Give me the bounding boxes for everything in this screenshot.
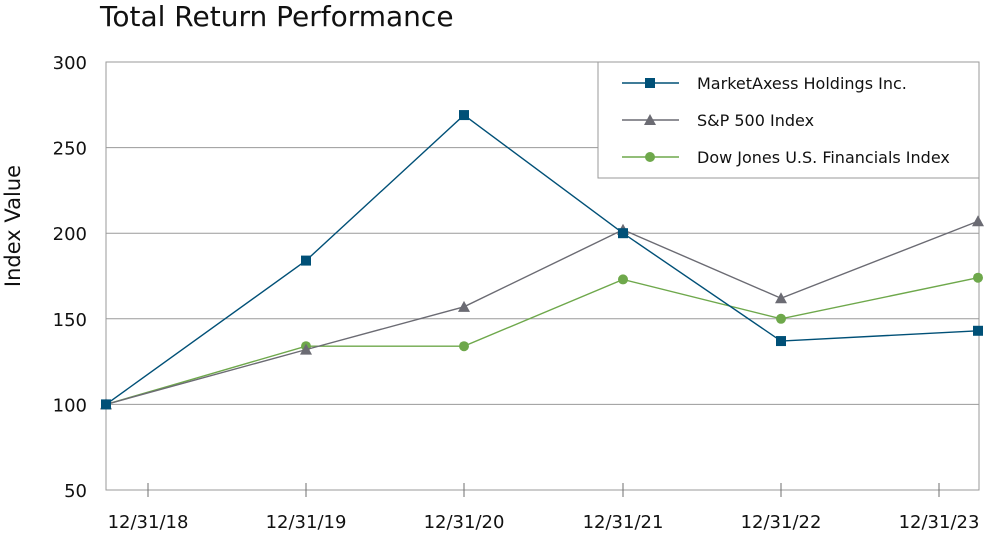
y-tick-label-150: 150 bbox=[53, 310, 87, 331]
legend-marker-1 bbox=[644, 114, 656, 125]
x-axis-tick-labels: 12/31/18 12/31/19 12/31/20 12/31/21 12/31/22… bbox=[108, 512, 980, 533]
series-1 bbox=[100, 215, 984, 410]
series-2-point-3 bbox=[618, 274, 628, 285]
series-2-point-2 bbox=[459, 341, 469, 352]
x-tick-label-1: 12/31/19 bbox=[266, 512, 347, 533]
legend-marker-0 bbox=[645, 78, 655, 88]
series-0-point-0 bbox=[101, 399, 111, 410]
legend-label-2: Dow Jones U.S. Financials Index bbox=[697, 148, 950, 167]
series-2 bbox=[101, 272, 983, 410]
legend-label-0: MarketAxess Holdings Inc. bbox=[697, 74, 907, 93]
x-tick-label-5: 12/31/23 bbox=[899, 512, 980, 533]
series-1-point-1 bbox=[300, 343, 312, 355]
axis-ticks bbox=[147, 483, 940, 497]
y-tick-label-50: 50 bbox=[64, 481, 87, 502]
series-line-2 bbox=[105, 277, 979, 406]
y-axis-title: Index Value bbox=[1, 165, 25, 287]
series-1-point-4 bbox=[775, 292, 787, 304]
legend-item-1: S&P 500 Index bbox=[622, 111, 814, 130]
legend-label-1: S&P 500 Index bbox=[697, 111, 814, 130]
series-line-1 bbox=[105, 220, 979, 406]
legend-items: MarketAxess Holdings Inc. S&P 500 Index Do… bbox=[622, 74, 950, 167]
series-0-point-2 bbox=[459, 110, 469, 121]
legend-item-2: Dow Jones U.S. Financials Index bbox=[622, 148, 950, 167]
series-0 bbox=[101, 110, 983, 410]
y-tick-label-250: 250 bbox=[53, 139, 87, 160]
series-1-point-2 bbox=[458, 300, 470, 312]
series-0-point-5 bbox=[973, 325, 983, 336]
series-0-point-4 bbox=[776, 336, 786, 347]
legend: MarketAxess Holdings Inc. S&P 500 Index Do… bbox=[597, 61, 980, 179]
series-0-point-3 bbox=[618, 228, 628, 239]
series-2-point-5 bbox=[973, 272, 983, 283]
data-series bbox=[100, 110, 984, 410]
series-2-point-4 bbox=[776, 313, 786, 324]
series-0-point-1 bbox=[301, 255, 311, 266]
x-tick-label-0: 12/31/18 bbox=[108, 512, 189, 533]
y-axis-tick-labels: 50 100 150 200 250 300 bbox=[53, 53, 87, 502]
x-tick-label-2: 12/31/20 bbox=[424, 512, 505, 533]
legend-marker-2 bbox=[645, 152, 655, 162]
y-tick-label-100: 100 bbox=[53, 395, 87, 416]
x-tick-label-4: 12/31/22 bbox=[741, 512, 822, 533]
y-tick-label-300: 300 bbox=[53, 53, 87, 74]
y-tick-label-200: 200 bbox=[53, 224, 87, 245]
chart-title: Total Return Performance bbox=[99, 0, 454, 33]
x-tick-label-3: 12/31/21 bbox=[583, 512, 664, 533]
series-1-point-5 bbox=[972, 215, 984, 227]
series-line-0 bbox=[105, 114, 979, 405]
legend-item-0: MarketAxess Holdings Inc. bbox=[622, 74, 907, 93]
